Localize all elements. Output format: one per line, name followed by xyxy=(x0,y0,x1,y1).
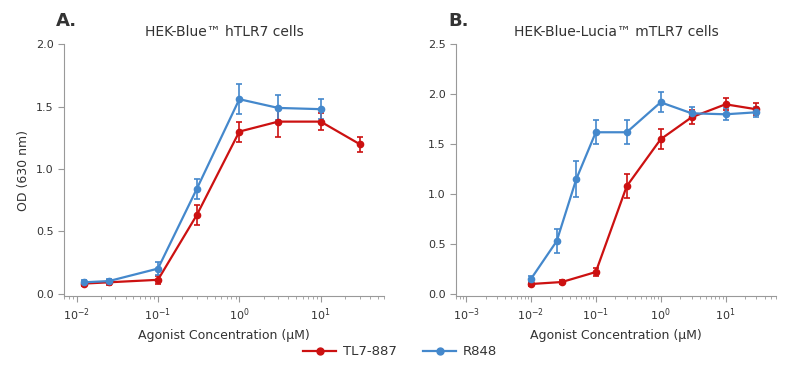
X-axis label: Agonist Concentration (μM): Agonist Concentration (μM) xyxy=(138,329,310,342)
Text: B.: B. xyxy=(448,11,469,30)
Title: HEK-Blue™ hTLR7 cells: HEK-Blue™ hTLR7 cells xyxy=(145,25,303,39)
Text: A.: A. xyxy=(56,11,77,30)
Legend: TL7-887, R848: TL7-887, R848 xyxy=(298,340,502,363)
Y-axis label: OD (630 nm): OD (630 nm) xyxy=(18,130,30,211)
Title: HEK-Blue-Lucia™ mTLR7 cells: HEK-Blue-Lucia™ mTLR7 cells xyxy=(514,25,718,39)
X-axis label: Agonist Concentration (μM): Agonist Concentration (μM) xyxy=(530,329,702,342)
